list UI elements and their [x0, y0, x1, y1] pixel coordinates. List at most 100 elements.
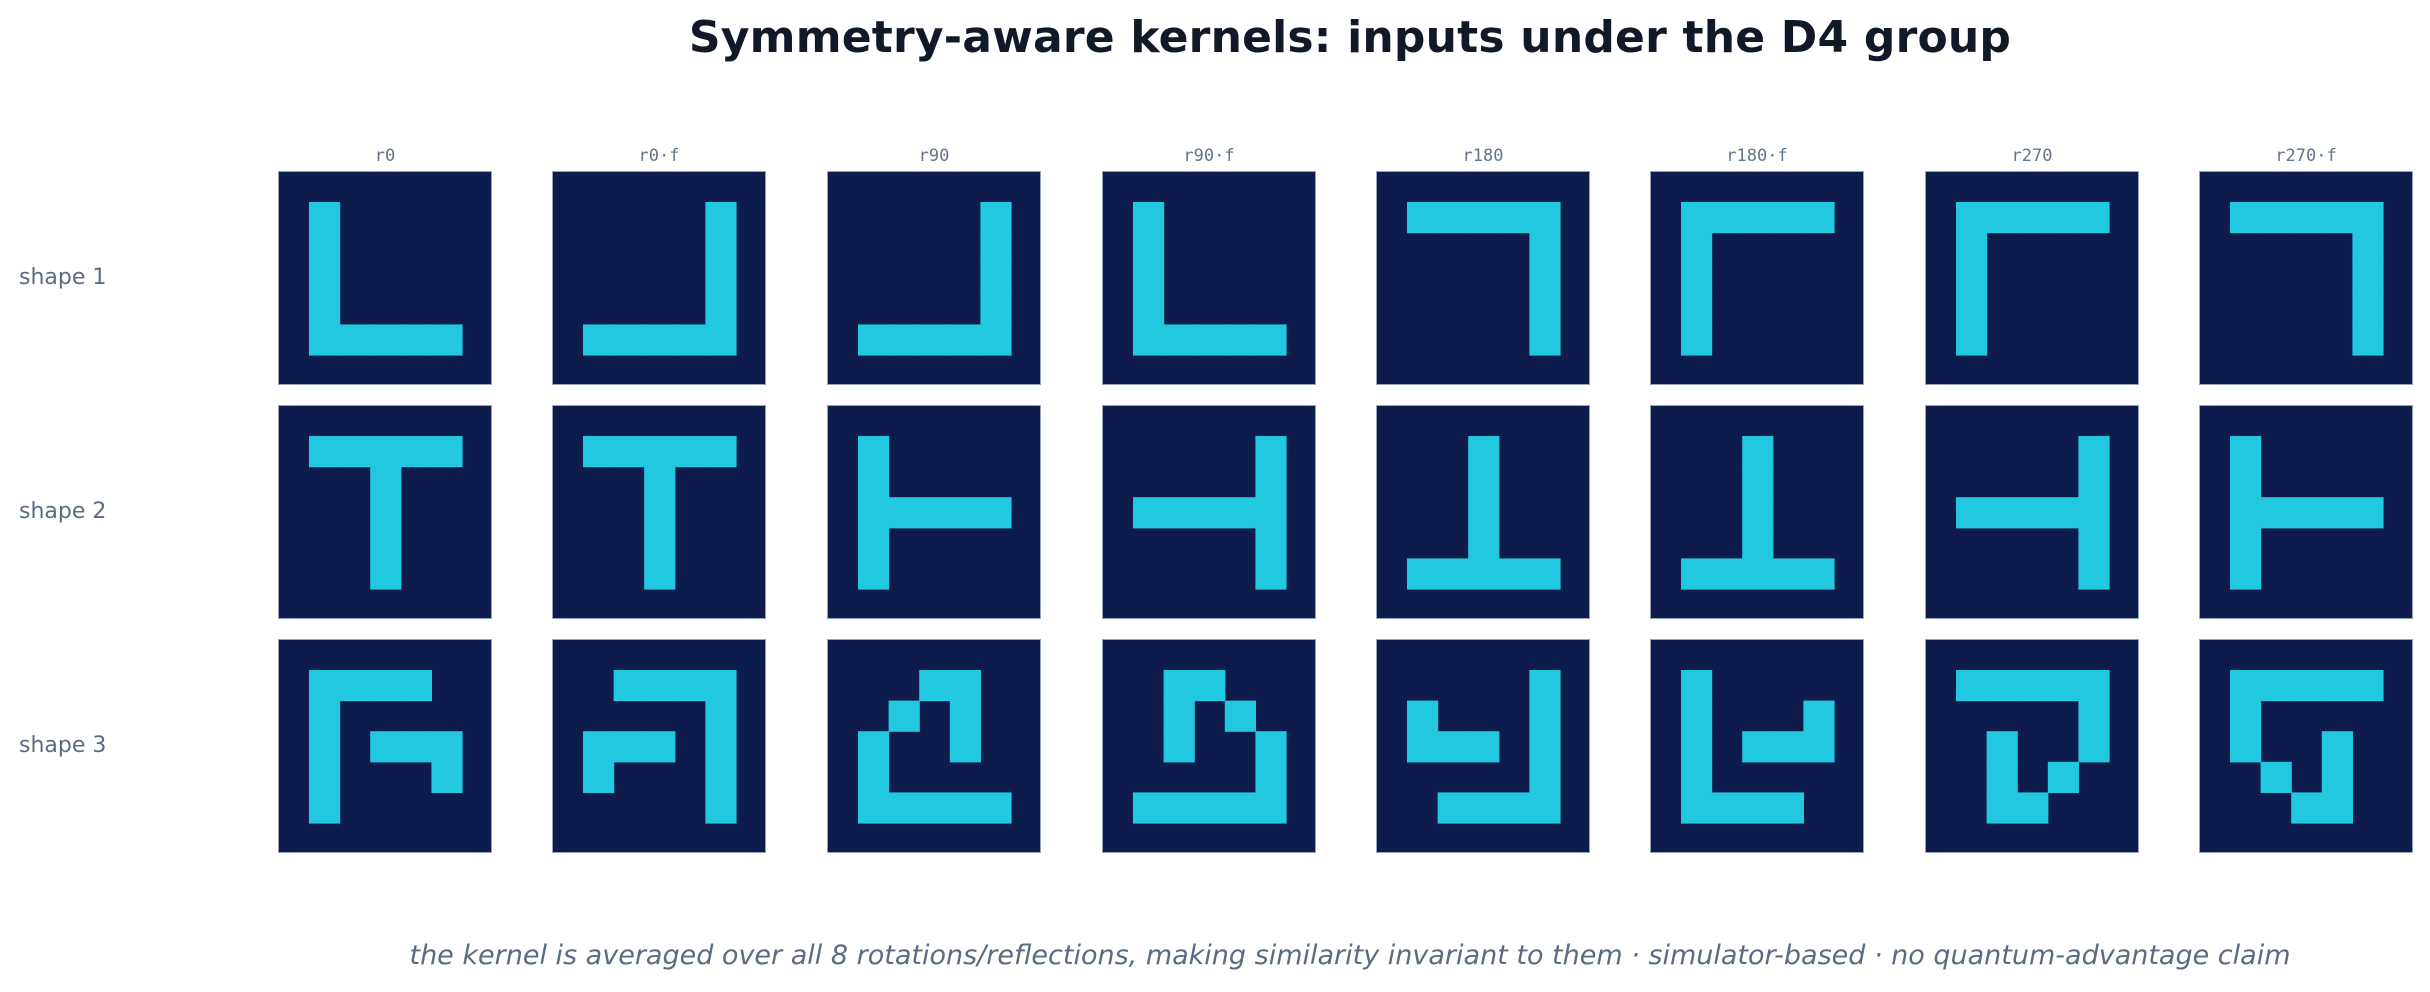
active-cell: [2078, 527, 2110, 559]
active-cell: [644, 466, 676, 498]
active-cell: [309, 202, 341, 234]
active-cell: [2047, 670, 2079, 702]
kernel-pattern: [1133, 202, 1287, 356]
column-label: r270: [2011, 146, 2053, 166]
active-cell: [1529, 731, 1561, 763]
active-cell: [705, 202, 737, 234]
active-cell: [2078, 497, 2110, 529]
active-cell: [705, 293, 737, 325]
active-cell: [1681, 232, 1713, 264]
active-cell: [888, 324, 920, 356]
active-cell: [705, 700, 737, 732]
active-cell: [919, 670, 951, 702]
active-cell: [2352, 497, 2384, 529]
active-cell: [1255, 497, 1287, 529]
kernel-tile: [827, 171, 1041, 385]
active-cell: [1681, 670, 1713, 702]
active-cell: [2230, 527, 2262, 559]
active-cell: [370, 497, 402, 529]
active-cell: [1194, 792, 1226, 824]
figure-title: Symmetry-aware kernels: inputs under the…: [688, 12, 2012, 63]
active-cell: [2321, 202, 2353, 234]
active-cell: [1529, 324, 1561, 356]
active-cell: [1956, 670, 1988, 702]
active-cell: [1529, 558, 1561, 590]
kernel-tile: [1925, 639, 2139, 853]
active-cell: [1956, 324, 1988, 356]
active-cell: [1498, 792, 1530, 824]
active-cell: [949, 731, 981, 763]
active-cell: [2260, 497, 2292, 529]
active-cell: [1986, 202, 2018, 234]
kernel-tile: [1650, 171, 1864, 385]
active-cell: [2230, 497, 2262, 529]
active-cell: [1711, 792, 1743, 824]
column-label: r180: [1462, 146, 1504, 166]
active-cell: [644, 497, 676, 529]
active-cell: [1529, 700, 1561, 732]
active-cell: [1437, 731, 1469, 763]
kernel-tile: [278, 171, 492, 385]
kernel-tile: [278, 639, 492, 853]
active-cell: [2321, 497, 2353, 529]
active-cell: [980, 293, 1012, 325]
row-label: shape 1: [19, 265, 107, 290]
active-cell: [1772, 558, 1804, 590]
active-cell: [613, 731, 645, 763]
kernel-tile: [2199, 171, 2413, 385]
kernel-tile: [1925, 171, 2139, 385]
active-cell: [1529, 232, 1561, 264]
active-cell: [644, 558, 676, 590]
active-cell: [1681, 761, 1713, 793]
active-cell: [1468, 731, 1500, 763]
kernel-pattern: [1133, 670, 1287, 824]
active-cell: [858, 731, 890, 763]
active-cell: [705, 761, 737, 793]
active-cell: [2321, 761, 2353, 793]
active-cell: [1742, 731, 1774, 763]
active-cell: [2047, 497, 2079, 529]
kernel-pattern: [1133, 436, 1287, 590]
active-cell: [370, 527, 402, 559]
active-cell: [1742, 497, 1774, 529]
kernel-pattern: [583, 670, 737, 824]
active-cell: [1255, 324, 1287, 356]
active-cell: [705, 324, 737, 356]
kernel-tile: [552, 405, 766, 619]
active-cell: [644, 670, 676, 702]
active-cell: [339, 436, 371, 468]
active-cell: [1468, 792, 1500, 824]
active-cell: [2230, 700, 2262, 732]
active-cell: [2017, 202, 2049, 234]
active-cell: [1133, 202, 1165, 234]
active-cell: [1133, 263, 1165, 295]
column-label: r0: [374, 146, 396, 166]
active-cell: [583, 761, 615, 793]
kernel-pattern: [1407, 670, 1561, 824]
active-cell: [1681, 263, 1713, 295]
active-cell: [2047, 202, 2079, 234]
active-cell: [370, 466, 402, 498]
active-cell: [309, 293, 341, 325]
active-cell: [858, 324, 890, 356]
active-cell: [1681, 293, 1713, 325]
active-cell: [1529, 792, 1561, 824]
active-cell: [1437, 558, 1469, 590]
active-cell: [1956, 232, 1988, 264]
active-cell: [2078, 202, 2110, 234]
active-cell: [705, 263, 737, 295]
active-cell: [2321, 670, 2353, 702]
active-cell: [1163, 700, 1195, 732]
active-cell: [2291, 670, 2323, 702]
active-cell: [705, 792, 737, 824]
kernel-tile: [1650, 405, 1864, 619]
active-cell: [674, 324, 706, 356]
column-label: r90: [918, 146, 950, 166]
active-cell: [1742, 436, 1774, 468]
kernel-pattern: [1956, 670, 2110, 824]
active-cell: [2230, 731, 2262, 763]
active-cell: [1133, 232, 1165, 264]
active-cell: [888, 497, 920, 529]
active-cell: [2078, 466, 2110, 498]
active-cell: [613, 670, 645, 702]
